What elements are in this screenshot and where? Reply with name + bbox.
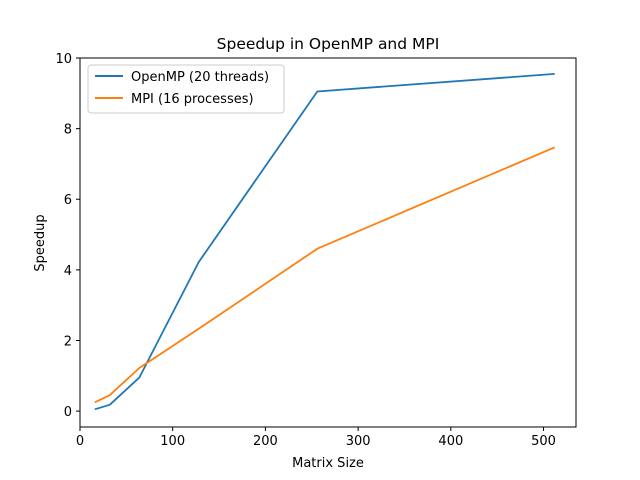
legend-label-mpi: MPI (16 processes) (131, 92, 254, 107)
x-tick-label: 400 (438, 434, 463, 449)
legend: OpenMP (20 threads) MPI (16 processes) (87, 64, 285, 114)
y-tick-label: 10 (55, 52, 72, 67)
plot-frame (79, 57, 577, 428)
chart-title: Speedup in OpenMP and MPI (217, 35, 440, 53)
legend-box (87, 64, 285, 114)
y-axis: 0 2 4 6 8 10 (55, 52, 80, 420)
x-axis-title: Matrix Size (292, 456, 364, 471)
y-tick-label: 0 (64, 405, 72, 420)
x-tick-label: 100 (160, 434, 185, 449)
y-tick-label: 8 (64, 123, 72, 138)
series-line-mpi (94, 146, 556, 404)
series-line-openmp (94, 73, 555, 411)
x-tick-label: 0 (76, 434, 84, 449)
x-tick-label: 200 (253, 434, 278, 449)
series-layer (94, 73, 556, 411)
x-axis: 0 100 200 300 400 500 (76, 427, 556, 449)
x-tick-label: 500 (531, 434, 556, 449)
y-axis-title: Speedup (33, 214, 48, 271)
y-tick-label: 6 (64, 193, 72, 208)
x-tick-label: 300 (346, 434, 371, 449)
legend-label-openmp: OpenMP (20 threads) (131, 70, 269, 85)
y-tick-label: 4 (64, 264, 72, 279)
plot-area (80, 58, 576, 427)
y-tick-label: 2 (64, 334, 72, 349)
